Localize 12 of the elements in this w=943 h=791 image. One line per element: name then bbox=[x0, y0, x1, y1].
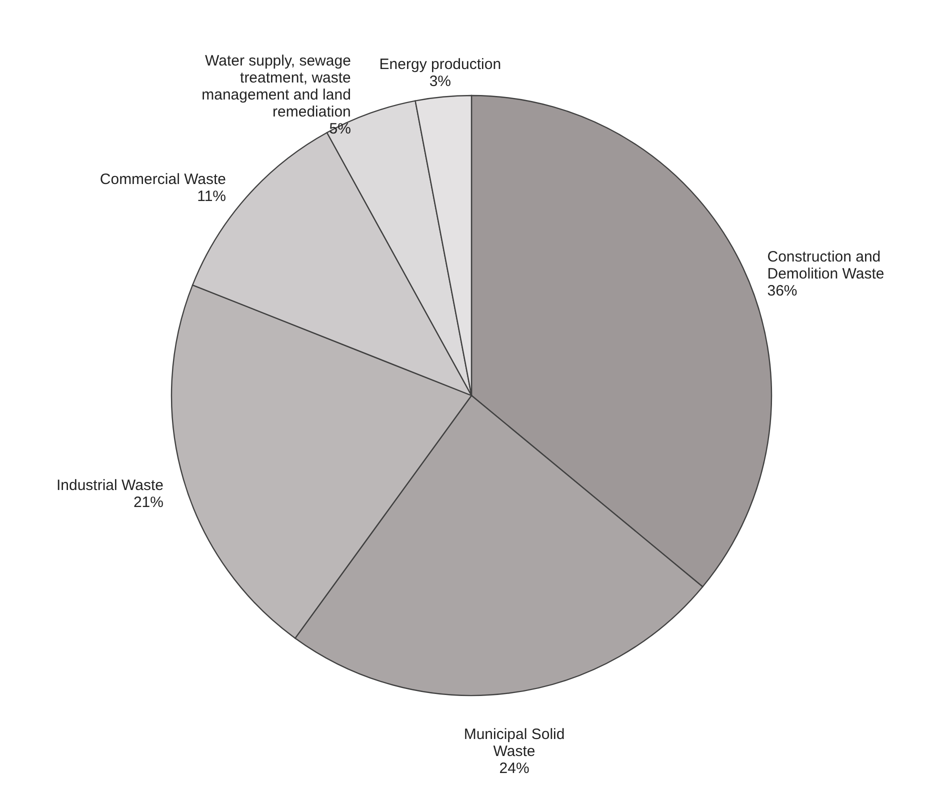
data-label: 36% bbox=[767, 282, 798, 300]
slice-label: Energy production bbox=[379, 56, 502, 74]
data-label: 5% bbox=[329, 120, 351, 138]
slice-label: Municipal Solid Waste bbox=[464, 726, 565, 760]
data-label: 3% bbox=[429, 73, 452, 90]
slice-label: Construction and Demolition Waste bbox=[767, 248, 884, 282]
data-label: 24% bbox=[499, 760, 530, 778]
data-label: 21% bbox=[133, 494, 164, 511]
slice-label: Water supply, sewage treatment, waste management and land remediation bbox=[202, 52, 351, 121]
slice-label: Commercial Waste bbox=[100, 171, 226, 188]
slice-label: Industrial Waste bbox=[56, 476, 164, 494]
data-label: 11% bbox=[197, 188, 226, 206]
